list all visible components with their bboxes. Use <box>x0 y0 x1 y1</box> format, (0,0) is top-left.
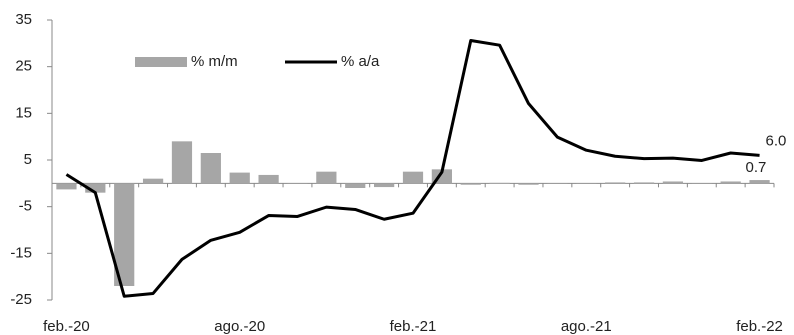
y-tick-label: -25 <box>10 291 32 308</box>
bar <box>460 183 481 185</box>
bar <box>374 183 395 188</box>
bar <box>691 183 712 184</box>
bar <box>576 183 597 184</box>
bar <box>171 141 193 184</box>
bar <box>547 183 568 184</box>
bar <box>633 182 655 184</box>
y-tick-label: 25 <box>15 58 32 75</box>
legend-label: % m/m <box>191 53 238 70</box>
bar <box>142 178 164 184</box>
x-tick-label: ago.-21 <box>561 318 612 335</box>
bar <box>287 183 308 184</box>
bar <box>662 181 684 184</box>
bar <box>229 172 250 184</box>
bar <box>605 182 626 184</box>
bar <box>114 183 135 286</box>
line <box>65 39 760 298</box>
bar <box>518 183 539 185</box>
bar <box>749 180 770 184</box>
bar <box>402 171 424 184</box>
bar <box>258 174 279 184</box>
bar <box>345 183 366 188</box>
y-tick-label: -5 <box>19 198 32 215</box>
bar <box>200 153 221 184</box>
bar <box>489 182 510 184</box>
x-tick-label: feb.-22 <box>736 318 783 335</box>
y-tick-label: 5 <box>24 151 32 168</box>
y-tick-label: 15 <box>15 104 32 121</box>
x-tick-label: feb.-21 <box>390 318 437 335</box>
y-tick-label: -15 <box>10 244 32 261</box>
legend-label: % a/a <box>341 53 380 70</box>
bar <box>316 171 337 184</box>
data-label: 6.0 <box>766 132 787 149</box>
bar <box>85 183 106 193</box>
bar <box>720 181 741 184</box>
bar <box>56 183 77 190</box>
data-label: 0.7 <box>746 159 767 176</box>
y-tick-label: 35 <box>15 11 32 28</box>
legend-swatch <box>135 57 187 67</box>
x-tick-label: feb.-20 <box>43 318 90 335</box>
x-tick-label: ago.-20 <box>214 318 265 335</box>
